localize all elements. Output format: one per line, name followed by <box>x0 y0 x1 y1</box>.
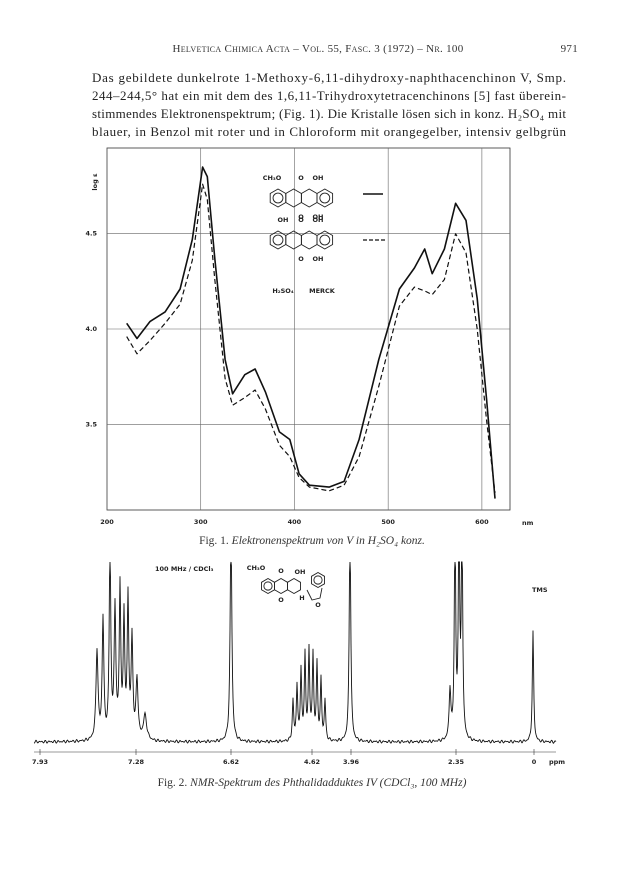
nmr-axis-label: ppm <box>549 758 565 766</box>
structure-label: O <box>278 596 284 604</box>
structure-label: O <box>298 216 304 224</box>
ring <box>272 192 284 204</box>
paragraph-line: Das gebildete dunkelrote 1-Methoxy-6,11-… <box>92 70 566 85</box>
ring <box>272 234 284 246</box>
page-number: 971 <box>561 43 578 55</box>
spectrum-line <box>126 183 496 493</box>
structure-label: MERCK <box>309 287 336 295</box>
nmr-axis-label: 3.96 <box>343 758 360 766</box>
ring <box>311 571 325 589</box>
figure-caption: Fig. 1. Elektronenspektrum von V in H₂SO… <box>199 535 425 547</box>
ring <box>316 188 334 208</box>
nmr-axis-label: 4.62 <box>304 758 320 766</box>
x-tick-label: 200 <box>100 518 114 526</box>
x-tick-label: 600 <box>475 518 489 526</box>
ring <box>319 234 331 246</box>
nmr-axis-label: 6.62 <box>223 758 239 766</box>
ring <box>306 587 323 601</box>
caption-label: Fig. 1. <box>199 535 229 547</box>
x-axis-label: nm <box>522 519 534 527</box>
nmr-axis-label: 0 <box>532 758 537 766</box>
figure-caption: Fig. 2. NMR-Spektrum des Phthalidaddukte… <box>158 777 467 789</box>
ring <box>319 192 331 204</box>
running-title: Helvetica Chimica Acta – Vol. 55, Fasc. … <box>172 43 463 55</box>
nmr-conditions: 100 MHz / CDCl₃ <box>155 565 214 573</box>
x-tick-label: 400 <box>288 518 302 526</box>
ring <box>287 577 301 595</box>
structure-label: OH <box>313 174 324 182</box>
structure-label: OH <box>313 255 324 263</box>
ring <box>274 577 288 595</box>
ring <box>269 188 287 208</box>
structure-label: O <box>298 213 304 221</box>
structure-label: O <box>278 567 284 575</box>
y-axis-label: log ε <box>91 173 99 191</box>
structure-label: CH₃O <box>263 174 282 182</box>
y-tick-label: 4.5 <box>85 230 97 238</box>
structure-label: O <box>298 255 304 263</box>
ring <box>313 575 323 585</box>
nmr-axis-label: 2.35 <box>448 758 465 766</box>
nmr-axis-label: 7.93 <box>32 758 48 766</box>
ring <box>263 581 273 591</box>
caption-text: NMR-Spektrum des Phthalidadduktes IV (CD… <box>189 777 466 789</box>
ring <box>300 188 318 208</box>
structure-label: OH <box>295 568 306 576</box>
structure-label: OH <box>313 216 324 224</box>
ring <box>285 188 302 208</box>
y-tick-label: 4.0 <box>85 325 97 333</box>
nmr-axis-label: 7.28 <box>128 758 145 766</box>
uv-chart: 200 300 400 500 600 3.5 4.0 4.5 nm log ε CH₃O O OH O O… <box>85 148 534 527</box>
structure-label: H <box>299 594 304 602</box>
paragraph-line: stimmendes Elektronenspektrum; (Fig. 1).… <box>92 106 566 121</box>
structure-label: O <box>298 174 304 182</box>
structure-label: O <box>315 601 321 609</box>
structure-label: OH <box>313 213 324 221</box>
paragraph-line: blauer, in Benzol mit roter und in Chlor… <box>92 124 567 139</box>
x-tick-label: 300 <box>194 518 208 526</box>
caption-label: Fig. 2. <box>158 777 188 789</box>
paragraph-line: 244–244,5° hat ein mit dem des 1,6,11-Tr… <box>92 88 566 103</box>
structure-label: H₂SO₄ <box>272 287 293 295</box>
structure-label: OH <box>278 216 289 224</box>
ring <box>316 230 334 250</box>
y-tick-label: 3.5 <box>85 420 97 428</box>
structure-label: CH₃O <box>247 564 266 572</box>
caption-text: Elektronenspektrum von V in H₂SO₄ konz. <box>231 535 425 547</box>
x-tick-label: 500 <box>381 518 395 526</box>
spectrum-line <box>126 166 496 499</box>
nmr-trace <box>33 561 557 744</box>
nmr-reference: TMS <box>532 586 548 594</box>
